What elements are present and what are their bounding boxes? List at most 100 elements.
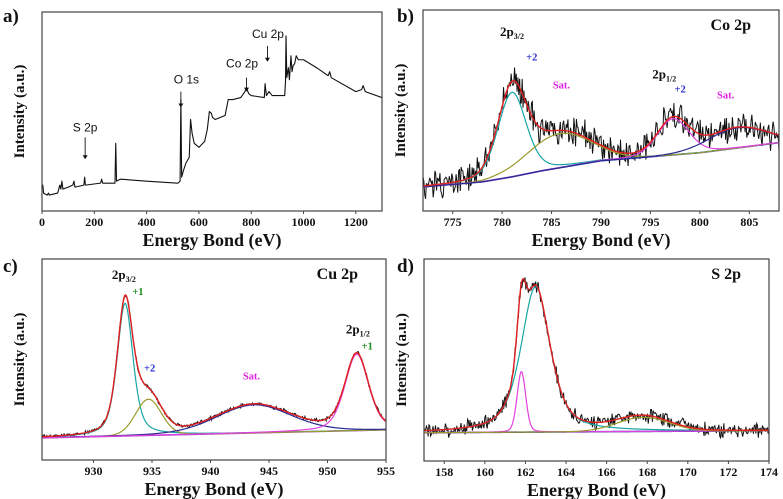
- peak-annotation: 2p1/2: [652, 66, 676, 83]
- peak-annotation: +2: [526, 52, 537, 63]
- component-peak-1: [423, 132, 779, 188]
- panel-letter: d): [397, 256, 414, 277]
- x-tick-label: 168: [638, 465, 656, 479]
- x-tick-label: 780: [493, 215, 511, 229]
- panel-title: Co 2p: [711, 17, 752, 34]
- plot-frame: [41, 258, 387, 461]
- peak-annotation: 2p3/2: [112, 267, 136, 284]
- annotation-text: 2p: [500, 24, 514, 39]
- y-axis-label: Intensity (a.u.): [12, 313, 28, 407]
- plot-area: [42, 35, 382, 196]
- x-tick-label: 600: [190, 215, 208, 229]
- y-axis-label: Intensity (a.u.): [12, 65, 28, 159]
- peak-annotation: O 1s: [174, 73, 199, 87]
- plot-frame: [423, 258, 770, 462]
- arrow-head-icon: [178, 103, 184, 108]
- x-tick-label: 164: [557, 465, 575, 479]
- peak-annotation: S 2p: [73, 120, 98, 134]
- x-tick-label: 172: [719, 465, 737, 479]
- plot-area: [423, 67, 779, 200]
- peak-annotation: +1: [132, 287, 143, 298]
- x-tick-label: 935: [143, 464, 161, 478]
- annotation-subscript: 1/2: [360, 329, 370, 338]
- panel-title: S 2p: [711, 266, 741, 283]
- annotation-text: 2p: [346, 321, 360, 336]
- component-peak-3: [423, 126, 779, 188]
- annotation-text: S 2p: [73, 120, 98, 134]
- x-tick-label: 170: [679, 465, 697, 479]
- component-peak-3: [42, 353, 386, 439]
- peak-annotation: +1: [362, 341, 373, 352]
- x-tick-label: 162: [516, 465, 534, 479]
- fit-envelope-line: [42, 293, 386, 438]
- peak-annotation: Sat.: [243, 372, 261, 383]
- x-tick-label: 800: [242, 215, 260, 229]
- annotation-text: 2p: [112, 267, 126, 282]
- peak-annotation: +2: [674, 84, 685, 95]
- annotation-text: 2p: [652, 66, 666, 81]
- x-tick-label: 800: [691, 215, 709, 229]
- annotation-text: Co 2p: [226, 57, 258, 71]
- x-tick-label: 790: [592, 215, 610, 229]
- x-tick-label: 785: [543, 215, 561, 229]
- annotation-text: +2: [144, 364, 155, 375]
- panel-title: Cu 2p: [317, 266, 358, 283]
- annotation-subscript: 1/2: [666, 74, 676, 83]
- x-axis-label: Energy Bond (eV): [532, 230, 671, 251]
- x-tick-label: 1200: [344, 215, 368, 229]
- plot-area: [424, 277, 769, 440]
- panel-letter: c): [3, 256, 18, 277]
- x-axis-label: Energy Bond (eV): [145, 479, 284, 499]
- x-tick-label: 950: [318, 464, 336, 478]
- x-tick-label: 1000: [292, 215, 316, 229]
- peak-annotation: Sat.: [717, 90, 735, 101]
- component-peak-2: [424, 416, 769, 434]
- raw-data-line: [423, 67, 779, 200]
- panel-b: 775 780 785 790 795 800 805 Energy Bond (eV) Int…: [393, 6, 780, 251]
- plot-frame: [41, 11, 383, 212]
- annotation-text: Sat.: [553, 80, 571, 91]
- arrow-head-icon: [244, 87, 250, 92]
- peak-annotation: 2p3/2: [500, 24, 524, 41]
- annotation-text: Sat.: [243, 372, 261, 383]
- x-tick-label: 805: [740, 215, 758, 229]
- x-tick-label: 955: [377, 464, 395, 478]
- component-peak-0: [424, 285, 769, 432]
- annotation-text: Cu 2p: [252, 27, 284, 41]
- panel-d: 158 160 162 164 166 168 170 172 174 Energy Bond (…: [394, 256, 778, 499]
- annotation-text: +2: [526, 52, 537, 63]
- y-axis-label: Intensity (a.u.): [394, 313, 410, 407]
- fit-envelope-line: [424, 277, 769, 432]
- panel-letter: b): [397, 6, 414, 27]
- y-axis-label: Intensity (a.u.): [393, 64, 409, 158]
- annotation-text: +1: [362, 341, 373, 352]
- annotation-text: +2: [674, 84, 685, 95]
- annotation-subscript: 3/2: [126, 275, 136, 284]
- x-axis-label: Energy Bond (eV): [143, 230, 282, 251]
- peak-annotation: 2p1/2: [346, 321, 370, 338]
- peak-annotation: Sat.: [553, 80, 571, 91]
- fit-envelope-line: [423, 80, 779, 187]
- panel-c: 930 935 940 945 950 955 Energy Bond (eV) Intens…: [3, 256, 395, 499]
- peak-annotation: Cu 2p: [252, 27, 284, 41]
- x-tick-label: 930: [84, 464, 102, 478]
- x-tick-label: 0: [39, 215, 45, 229]
- x-tick-label: 160: [476, 465, 494, 479]
- x-tick-label: 795: [641, 215, 659, 229]
- x-tick-label: 775: [444, 215, 462, 229]
- annotation-text: O 1s: [174, 73, 199, 87]
- annotation-text: +1: [132, 287, 143, 298]
- plot-area: [42, 293, 386, 439]
- x-tick-label: 158: [435, 465, 453, 479]
- raw-data-line: [424, 277, 769, 440]
- x-tick-label: 400: [138, 215, 156, 229]
- arrow-head-icon: [264, 57, 270, 62]
- x-tick-label: 945: [260, 464, 278, 478]
- x-tick-label: 200: [85, 215, 103, 229]
- x-tick-label: 166: [598, 465, 616, 479]
- x-tick-label: 174: [760, 465, 778, 479]
- peak-annotation: Co 2p: [226, 57, 258, 71]
- arrow-head-icon: [82, 155, 88, 160]
- annotation-subscript: 3/2: [514, 32, 524, 41]
- annotation-text: Sat.: [717, 90, 735, 101]
